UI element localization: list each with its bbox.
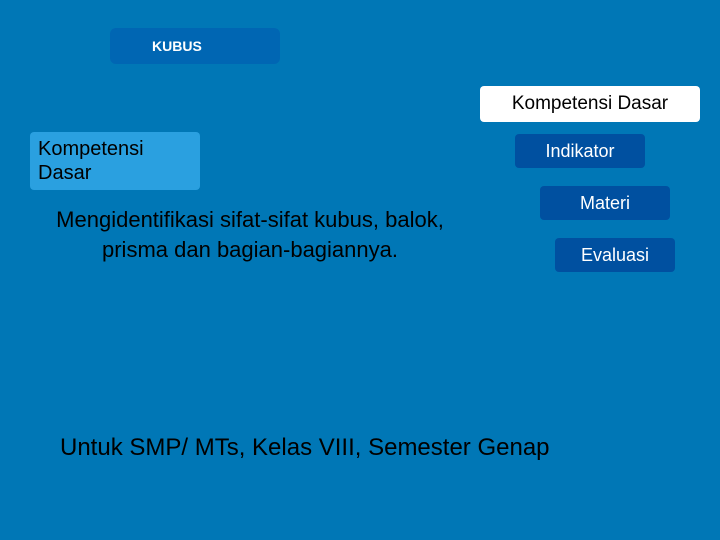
nav-indikator-label: Indikator bbox=[545, 141, 614, 162]
title-badge-text: KUBUS bbox=[152, 38, 202, 54]
top-right-badge: Kompetensi Dasar bbox=[480, 86, 700, 122]
nav-evaluasi-button[interactable]: Evaluasi bbox=[555, 238, 675, 272]
top-right-text: Kompetensi Dasar bbox=[512, 93, 668, 115]
nav-materi-button[interactable]: Materi bbox=[540, 186, 670, 220]
nav-evaluasi-label: Evaluasi bbox=[581, 245, 649, 266]
nav-indikator-button[interactable]: Indikator bbox=[515, 134, 645, 168]
footer-text: Untuk SMP/ MTs, Kelas VIII, Semester Gen… bbox=[60, 434, 680, 462]
left-heading: Kompetensi Dasar bbox=[30, 132, 200, 190]
nav-materi-label: Materi bbox=[580, 193, 630, 214]
title-badge: KUBUS bbox=[110, 28, 280, 64]
left-heading-text: Kompetensi Dasar bbox=[38, 137, 200, 185]
content-text: Mengidentifikasi sifat-sifat kubus, balo… bbox=[50, 205, 450, 264]
